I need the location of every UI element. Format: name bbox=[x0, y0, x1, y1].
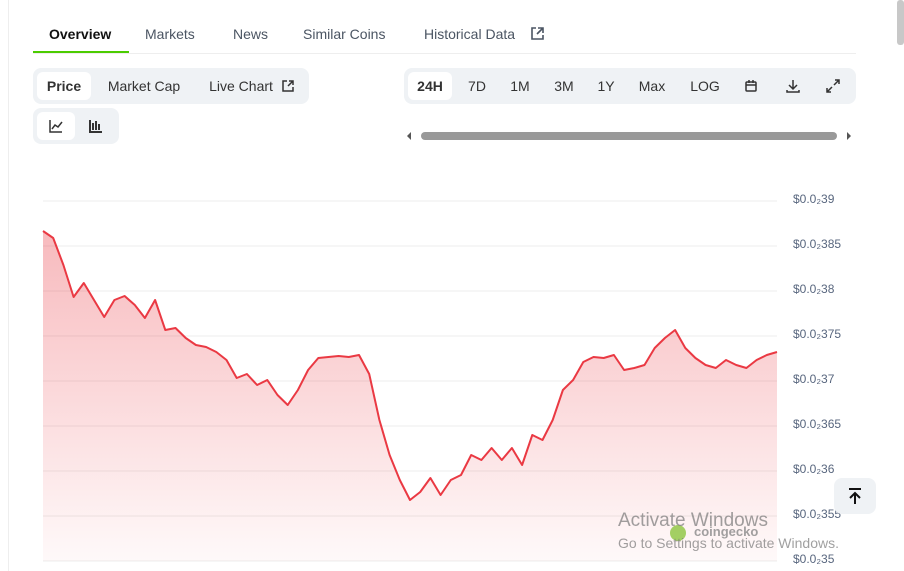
mode-group: Price Market Cap Live Chart bbox=[33, 68, 309, 104]
y-tick-label: $0.0₂39 bbox=[793, 192, 835, 206]
y-tick-label: $0.0₂385 bbox=[793, 237, 841, 251]
range-button[interactable]: Max bbox=[638, 78, 666, 94]
range-group: 24H 7D 1M 3M 1Y Max LOG bbox=[404, 68, 856, 104]
range-button[interactable]: 1Y bbox=[597, 78, 615, 94]
y-tick-label: $0.0₂38 bbox=[793, 282, 835, 296]
windows-notice-subtitle: Go to Settings to activate Windows. bbox=[618, 535, 839, 551]
mode-button[interactable]: Price bbox=[37, 72, 91, 100]
watermark-text: coingecko bbox=[694, 524, 759, 539]
external-icon bbox=[531, 27, 544, 40]
download-button[interactable] bbox=[785, 78, 801, 94]
range-button[interactable]: 1M bbox=[510, 78, 530, 94]
external-icon bbox=[282, 80, 294, 92]
back-to-top[interactable] bbox=[834, 478, 876, 514]
left-border bbox=[8, 0, 9, 571]
tab[interactable]: News bbox=[233, 26, 269, 42]
tab[interactable]: Markets bbox=[145, 26, 195, 42]
tab[interactable]: Historical Data bbox=[424, 26, 516, 42]
range-button[interactable]: 24H bbox=[408, 72, 452, 100]
tab-underline bbox=[33, 51, 129, 53]
windows-notice-title: Activate Windows bbox=[618, 510, 768, 531]
area-fill bbox=[43, 231, 777, 561]
y-tick-label: $0.0₂35 bbox=[793, 552, 835, 566]
mode-button[interactable]: Live Chart bbox=[209, 78, 273, 94]
range-button[interactable]: 3M bbox=[554, 78, 574, 94]
y-tick-label: $0.0₂36 bbox=[793, 462, 835, 476]
price-line bbox=[42, 230, 778, 501]
y-tick-label: $0.0₂37 bbox=[793, 372, 835, 386]
fullscreen-button[interactable] bbox=[825, 78, 841, 94]
tab[interactable]: Similar Coins bbox=[303, 26, 386, 42]
y-tick-label: $0.0₂375 bbox=[793, 327, 841, 341]
range-scroller[interactable] bbox=[404, 128, 856, 144]
watermark: coingecko bbox=[670, 524, 758, 541]
range-button[interactable]: LOG bbox=[690, 78, 720, 94]
y-tick-label: $0.0₂365 bbox=[793, 417, 841, 431]
y-tick-label: $0.0₂355 bbox=[793, 507, 841, 521]
scrollbar bbox=[897, 0, 904, 45]
line-type-button[interactable] bbox=[37, 112, 75, 140]
tab-divider bbox=[33, 53, 856, 54]
range-button[interactable]: 7D bbox=[468, 78, 486, 94]
chart-type-group bbox=[33, 108, 119, 144]
tab[interactable]: Overview bbox=[49, 26, 112, 42]
calendar-button[interactable] bbox=[744, 79, 758, 93]
candle-type-button[interactable] bbox=[77, 112, 115, 140]
mode-button[interactable]: Market Cap bbox=[107, 78, 181, 94]
